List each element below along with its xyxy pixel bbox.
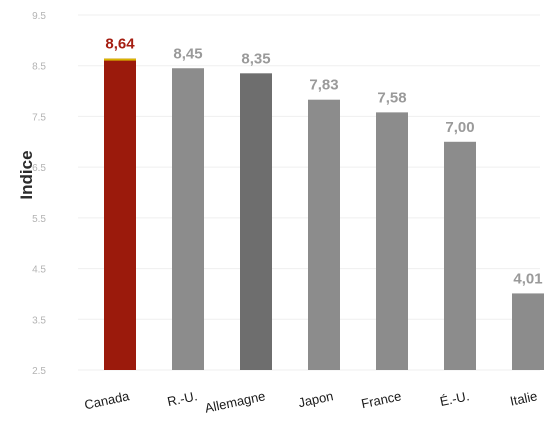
- category-label: Allemagne: [203, 388, 266, 415]
- value-label: 8,45: [173, 45, 202, 62]
- y-tick-label: 8.5: [32, 62, 46, 73]
- value-label: 4,01: [513, 270, 542, 287]
- bar-top-edge: [104, 58, 136, 61]
- y-tick-label: 4.5: [32, 265, 46, 276]
- bar-2: [240, 73, 272, 371]
- category-label: France: [360, 388, 403, 411]
- value-label: 8,64: [105, 36, 135, 53]
- bar-1: [172, 68, 204, 370]
- category-label: Italie: [509, 388, 539, 408]
- bar-4: [376, 112, 408, 370]
- y-tick-label: 5.5: [32, 214, 46, 225]
- y-axis-ticks: 2.5 3.5 4.5 5.5 6.5 7.5 8.5 9.5: [32, 11, 46, 377]
- y-tick-label: 2.5: [32, 366, 46, 377]
- y-tick-label: 7.5: [32, 112, 46, 123]
- value-label: 8,35: [241, 50, 270, 67]
- y-tick-label: 3.5: [32, 315, 46, 326]
- y-tick-label: 9.5: [32, 11, 46, 22]
- bar-5: [444, 141, 476, 370]
- y-axis-label: Indice: [17, 150, 36, 199]
- bar-3: [308, 99, 340, 370]
- value-label: 7,58: [377, 89, 406, 106]
- value-labels: 8,64 8,45 8,35 7,83 7,58 7,00 4,01: [105, 36, 542, 288]
- bars: [104, 58, 544, 371]
- y-tick-label: 6.5: [32, 163, 46, 174]
- category-label: R.-U.: [166, 388, 199, 409]
- category-labels: Canada R.-U. Allemagne Japon France É.-U. Ital…: [83, 388, 539, 416]
- category-label: Canada: [83, 388, 131, 412]
- category-label: Japon: [297, 388, 335, 410]
- bar-0: [104, 58, 136, 370]
- category-label: É.-U.: [439, 388, 471, 409]
- bar-6: [512, 293, 544, 370]
- value-label: 7,00: [445, 119, 474, 136]
- value-label: 7,83: [309, 77, 338, 94]
